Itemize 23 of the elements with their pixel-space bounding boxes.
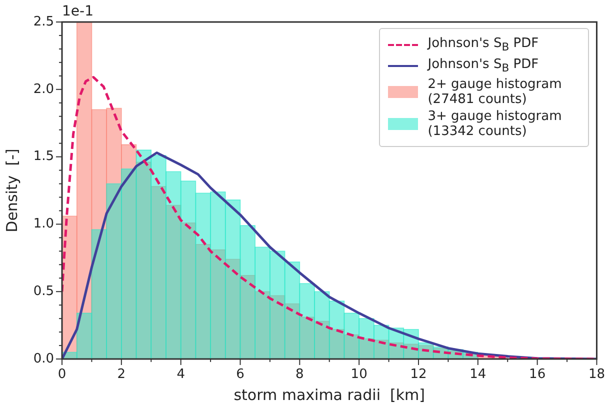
- y-tick-label: 2.5: [33, 14, 54, 30]
- x-tick-label: 10: [350, 367, 368, 382]
- legend-label: 2+ gauge histogram (27481 counts): [428, 77, 563, 108]
- x-tick-label: 0: [58, 367, 66, 382]
- x-tick-label: 4: [176, 367, 185, 382]
- text: 1e-1: [62, 4, 94, 20]
- y-tick-label: 1.0: [33, 216, 54, 232]
- x-tick-label: 6: [236, 367, 244, 382]
- legend-label: 3+ gauge histogram (13342 counts): [428, 109, 563, 140]
- y-tick-label: 2.0: [33, 82, 54, 97]
- x-tick-label: 12: [410, 367, 427, 382]
- x-axis-title: storm maxima radii [km]: [234, 386, 426, 404]
- y-tick-label: 1.5: [33, 149, 54, 164]
- x-tick-label: 14: [470, 367, 486, 382]
- x-tick-label: 8: [296, 367, 304, 382]
- y-axis-title: Density [-]: [2, 148, 21, 232]
- legend-label: Johnson's S$_{B}$ PDF: [428, 36, 540, 55]
- y-tick-label: 0.5: [33, 284, 54, 299]
- x-tick-label: 2: [117, 367, 126, 382]
- legend-label: Johnson's S$_{B}$ PDF: [428, 56, 540, 76]
- x-tick-label: 18: [588, 367, 605, 382]
- x-tick-label: 16: [529, 367, 546, 382]
- y-tick-label: 0.0: [33, 351, 54, 366]
